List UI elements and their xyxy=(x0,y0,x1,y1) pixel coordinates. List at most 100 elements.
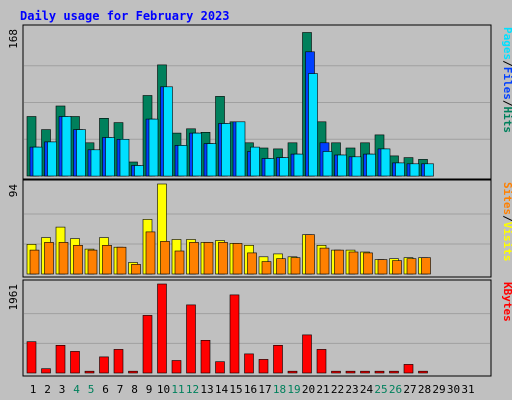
x-tick-label: 31 xyxy=(461,383,474,396)
x-tick-label: 22 xyxy=(331,383,344,396)
panel-frame xyxy=(22,279,492,377)
bar-kbytes-day-15 xyxy=(229,294,240,374)
x-tick-label: 1 xyxy=(30,383,37,396)
x-tick-label: 29 xyxy=(432,383,445,396)
x-tick-label: 21 xyxy=(316,383,329,396)
bar-kbytes-day-4 xyxy=(70,351,80,374)
panel-visits_sites: 94 Sites/Visits xyxy=(7,179,512,278)
bar-pages-day-19 xyxy=(293,153,304,177)
x-tick-label: 13 xyxy=(200,383,213,396)
bar-kbytes-day-18 xyxy=(273,344,283,374)
x-tick-label: 14 xyxy=(215,383,229,396)
x-tick-label: 3 xyxy=(59,383,66,396)
bar-sites-day-26 xyxy=(392,260,402,275)
bar-pages-day-20 xyxy=(308,73,318,177)
bar-kbytes-day-9 xyxy=(142,315,153,374)
bar-sites-day-12 xyxy=(189,242,199,275)
legend-entry: / xyxy=(501,100,512,107)
bar-sites-day-18 xyxy=(276,258,286,275)
bar-sites-day-17 xyxy=(261,261,272,275)
bar-pages-day-27 xyxy=(409,163,420,177)
x-tick-label: 25 xyxy=(374,383,387,396)
x-tick-label: 18 xyxy=(273,383,286,396)
bar-kbytes-day-20 xyxy=(302,334,312,374)
bar-kbytes-day-3 xyxy=(55,344,66,374)
bar-kbytes-day-10 xyxy=(157,283,167,374)
bar-kbytes-day-24 xyxy=(360,370,370,374)
bar-kbytes-day-11 xyxy=(171,360,182,374)
bar-sites-day-27 xyxy=(406,258,417,275)
bar-kbytes-day-23 xyxy=(345,370,356,374)
chart-title: Daily usage for February 2023 xyxy=(20,9,230,23)
x-tick-label: 27 xyxy=(403,383,416,396)
bar-kbytes-day-8 xyxy=(128,370,138,374)
x-tick-label: 16 xyxy=(244,383,257,396)
bar-pages-day-15 xyxy=(235,121,246,177)
bar-pages-day-3 xyxy=(61,116,72,177)
x-tick-label: 7 xyxy=(117,383,124,396)
bar-pages-day-4 xyxy=(76,129,86,177)
bar-sites-day-8 xyxy=(131,264,141,275)
panel-kbytes: 1961 KBytes xyxy=(7,279,512,377)
bar-pages-day-8 xyxy=(134,165,144,177)
x-tick-label: 20 xyxy=(302,383,315,396)
bar-kbytes-day-6 xyxy=(99,356,109,374)
bar-sites-day-13 xyxy=(203,242,214,275)
x-tick-label: 2 xyxy=(44,383,51,396)
bar-pages-day-11 xyxy=(177,145,188,177)
bar-kbytes-day-2 xyxy=(41,368,51,374)
bar-pages-day-5 xyxy=(90,149,101,177)
bar-kbytes-day-22 xyxy=(331,370,341,374)
bar-pages-day-6 xyxy=(105,137,115,177)
bar-pages-day-12 xyxy=(192,132,202,177)
bar-kbytes-day-14 xyxy=(215,361,225,374)
bar-pages-day-2 xyxy=(47,141,57,177)
bar-pages-day-10 xyxy=(163,86,173,177)
bar-sites-day-9 xyxy=(145,231,156,275)
bar-sites-day-15 xyxy=(232,243,243,275)
bar-pages-day-17 xyxy=(264,158,275,177)
bar-sites-day-16 xyxy=(247,252,257,275)
x-tick-label: 4 xyxy=(73,383,80,396)
x-tick-label: 9 xyxy=(146,383,153,396)
bar-sites-day-11 xyxy=(174,250,185,275)
bar-sites-day-24 xyxy=(363,252,373,275)
bar-sites-day-25 xyxy=(377,259,388,275)
bar-pages-day-26 xyxy=(395,162,405,177)
bar-sites-day-2 xyxy=(44,242,54,275)
bar-pages-day-14 xyxy=(221,123,231,177)
x-tick-label: 5 xyxy=(88,383,95,396)
bar-pages-day-28 xyxy=(424,163,434,177)
legend-entry: / xyxy=(501,215,512,222)
bar-kbytes-day-1 xyxy=(26,341,37,374)
bar-sites-day-21 xyxy=(319,247,330,275)
bar-sites-day-19 xyxy=(290,257,301,275)
bar-sites-day-1 xyxy=(29,249,40,275)
bar-pages-day-9 xyxy=(148,118,159,177)
bar-kbytes-day-17 xyxy=(258,359,269,374)
bar-sites-day-7 xyxy=(116,246,127,275)
legend-entry: / xyxy=(501,60,512,67)
bar-kbytes-day-16 xyxy=(244,353,254,374)
x-tick-label: 15 xyxy=(229,383,242,396)
legend-entry: Visits xyxy=(501,222,512,262)
y-max-label: 1961 xyxy=(7,284,20,311)
bar-sites-day-22 xyxy=(334,249,344,275)
y-max-label: 168 xyxy=(7,29,20,49)
bar-pages-day-16 xyxy=(250,146,260,177)
bar-pages-day-1 xyxy=(32,146,43,177)
bar-kbytes-day-27 xyxy=(403,364,414,374)
bar-pages-day-23 xyxy=(351,156,362,177)
bar-sites-day-14 xyxy=(218,242,228,275)
bar-pages-day-7 xyxy=(119,139,130,177)
bar-sites-day-23 xyxy=(348,251,359,275)
bar-kbytes-day-7 xyxy=(113,349,124,374)
bar-kbytes-day-5 xyxy=(84,370,95,374)
bar-kbytes-day-13 xyxy=(200,339,211,374)
bar-pages-day-13 xyxy=(206,143,217,177)
bar-sites-day-5 xyxy=(87,249,98,275)
x-tick-label: 10 xyxy=(157,383,170,396)
